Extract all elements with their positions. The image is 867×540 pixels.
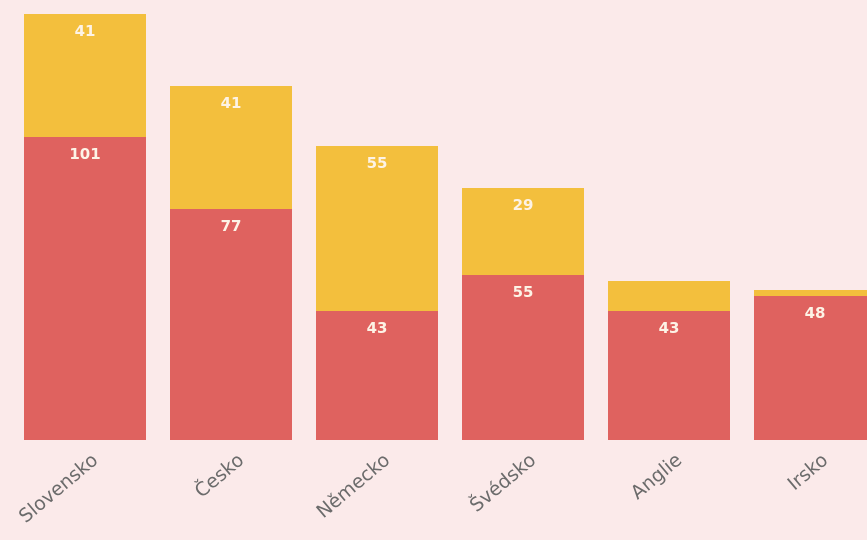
data-label-cesko-segment-2: 41 (221, 94, 242, 112)
x-tick-label-irsko: Irsko (783, 449, 832, 495)
bar-irsko-segment-2 (754, 290, 867, 296)
bar-anglie-segment-1 (608, 311, 730, 440)
x-tick-label-svedsko: Švédsko (464, 447, 540, 516)
bar-slovensko-segment-1 (24, 137, 146, 440)
bar-svedsko-segment-1 (462, 275, 584, 440)
bar-nemecko-segment-2 (316, 146, 438, 311)
bar-anglie-segment-2 (608, 281, 730, 311)
value-labels-layer: 101 41 77 41 43 55 55 29 43 48 (69, 22, 825, 337)
data-label-cesko-segment-1: 77 (221, 217, 242, 235)
bar-cesko-segment-2 (170, 86, 292, 209)
x-tick-label-nemecko: Německo (312, 449, 394, 523)
bar-nemecko-segment-1 (316, 311, 438, 440)
bars-layer (24, 14, 867, 440)
x-tick-labels-layer: Slovensko Česko Německo Švédsko Anglie Irsko (15, 447, 833, 527)
data-label-slovensko-segment-2: 41 (75, 22, 96, 40)
data-label-anglie-segment-1: 43 (659, 319, 680, 337)
data-label-svedsko-segment-1: 55 (513, 283, 534, 301)
x-tick-label-cesko: Česko (189, 447, 248, 502)
bar-cesko-segment-1 (170, 209, 292, 440)
bar-slovensko-segment-2 (24, 14, 146, 137)
bar-svedsko-segment-2 (462, 188, 584, 275)
data-label-slovensko-segment-1: 101 (69, 145, 100, 163)
bar-irsko-segment-1 (754, 296, 867, 440)
data-label-nemecko-segment-1: 43 (367, 319, 388, 337)
data-label-svedsko-segment-2: 29 (513, 196, 534, 214)
x-tick-label-slovensko: Slovensko (15, 449, 103, 527)
data-label-irsko-segment-1: 48 (805, 304, 826, 322)
x-tick-label-anglie: Anglie (627, 449, 687, 504)
data-label-nemecko-segment-2: 55 (367, 154, 388, 172)
